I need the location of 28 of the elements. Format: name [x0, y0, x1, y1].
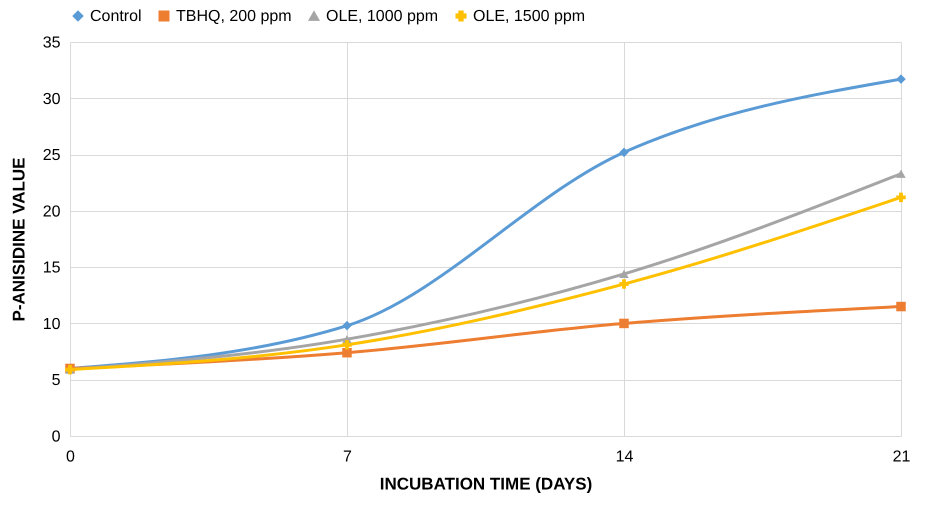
x-tick-label: 21 — [892, 448, 910, 466]
legend-label: TBHQ, 200 ppm — [176, 8, 292, 25]
point — [342, 320, 352, 330]
point — [896, 170, 906, 178]
y-tick-label: 25 — [42, 147, 61, 164]
y-tick-label: 5 — [52, 372, 61, 390]
point — [619, 318, 629, 328]
point — [619, 270, 629, 278]
point — [896, 74, 906, 84]
y-tick-label: 20 — [42, 203, 61, 220]
legend-label: OLE, 1000 ppm — [326, 8, 438, 25]
legend-label: OLE, 1500 ppm — [473, 8, 586, 25]
x-tick-label: 0 — [66, 448, 76, 466]
y-tick-label: 30 — [42, 90, 61, 108]
x-tick-label: 14 — [616, 448, 634, 466]
y-tick-label: 35 — [42, 34, 61, 52]
y-tick-label: 10 — [42, 316, 61, 333]
point — [896, 192, 906, 202]
y-tick-label: 15 — [42, 260, 61, 277]
point — [619, 279, 629, 289]
x-tick-label: 7 — [343, 448, 352, 466]
legend-label: Control — [90, 8, 142, 25]
x-axis-title: INCUBATION TIME (DAYS) — [380, 474, 592, 494]
y-tick-label: 0 — [52, 428, 61, 446]
y-axis-title: P-ANISIDINE VALUE — [10, 157, 29, 322]
point — [619, 148, 629, 158]
point — [342, 340, 352, 350]
point — [896, 302, 906, 312]
